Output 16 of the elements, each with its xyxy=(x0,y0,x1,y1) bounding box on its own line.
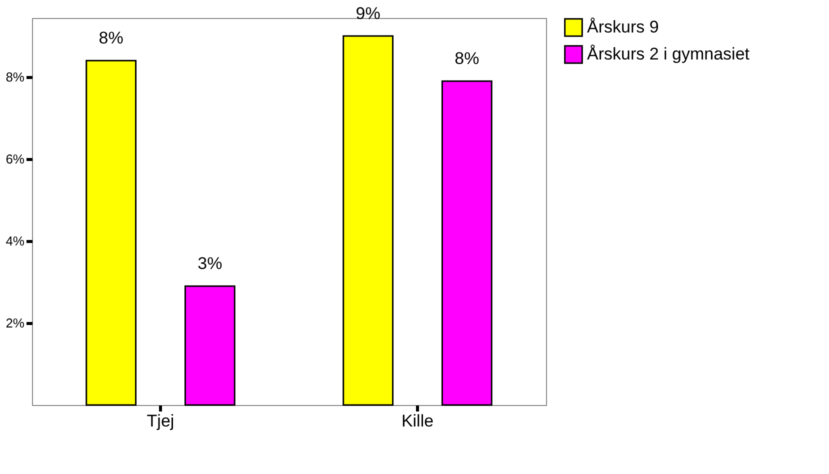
data-label: 9% xyxy=(356,4,380,24)
y-tick-label: 6% xyxy=(6,152,25,167)
data-label: 8% xyxy=(454,49,480,68)
bar xyxy=(441,80,492,406)
y-tick-label: 4% xyxy=(6,234,25,249)
bar xyxy=(86,60,137,406)
data-label: 8% xyxy=(98,28,124,48)
legend-label: Årskurs 2 i gymnasiet xyxy=(587,44,750,64)
legend-label: Årskurs 9 xyxy=(587,18,659,36)
bar xyxy=(342,35,394,406)
y-tick-label: 2% xyxy=(6,316,25,331)
bar xyxy=(184,285,236,406)
x-tick-label: Tjej xyxy=(146,412,174,430)
data-label: 3% xyxy=(198,254,222,274)
y-tick-label: 8% xyxy=(6,70,25,85)
x-tick-label: Kille xyxy=(401,412,434,430)
